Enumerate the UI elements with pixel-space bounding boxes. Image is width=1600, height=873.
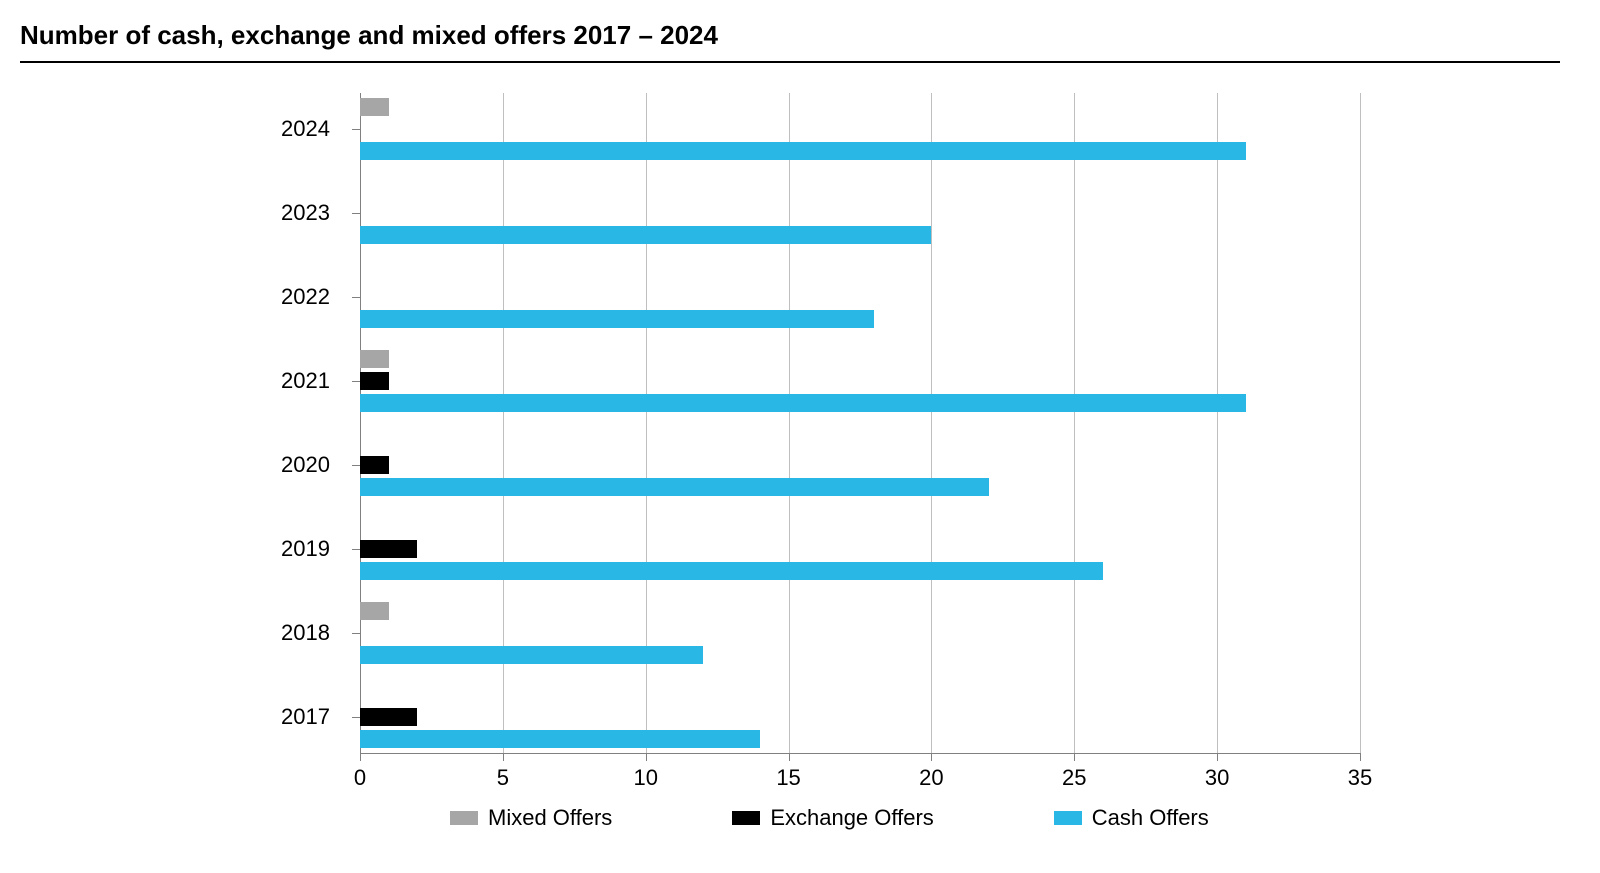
legend: Mixed Offers Exchange Offers Cash Offers [450, 805, 1209, 831]
y-category-label: 2021 [20, 368, 330, 394]
legend-label: Mixed Offers [488, 805, 612, 831]
bar-cash [360, 730, 760, 748]
legend-label: Exchange Offers [770, 805, 933, 831]
y-tick [352, 717, 360, 718]
x-tick-label: 30 [1205, 765, 1229, 791]
x-tick-label: 0 [354, 765, 366, 791]
chart-plot-area: 0 5 10 15 20 25 30 35 2024 2023 2022 2021 2020 2019 20… [20, 73, 1420, 873]
bar-exchange [360, 372, 389, 390]
x-tick [1360, 753, 1361, 761]
y-tick [352, 381, 360, 382]
x-tick [789, 753, 790, 761]
y-tick [352, 297, 360, 298]
y-category-label: 2017 [20, 704, 330, 730]
x-tick-label: 20 [919, 765, 943, 791]
y-tick [352, 129, 360, 130]
y-category-label: 2018 [20, 620, 330, 646]
y-category-label: 2023 [20, 200, 330, 226]
legend-item-exchange: Exchange Offers [732, 805, 933, 831]
bar-cash [360, 142, 1246, 160]
bar-exchange [360, 708, 417, 726]
y-category-label: 2020 [20, 452, 330, 478]
bar-exchange [360, 456, 389, 474]
bar-cash [360, 394, 1246, 412]
bar-cash [360, 310, 874, 328]
grid-line [1074, 93, 1075, 753]
y-tick [352, 549, 360, 550]
y-tick [352, 465, 360, 466]
legend-swatch [1054, 811, 1082, 825]
grid-line [931, 93, 932, 753]
x-tick-label: 35 [1348, 765, 1372, 791]
legend-item-mixed: Mixed Offers [450, 805, 612, 831]
bar-cash [360, 478, 989, 496]
legend-item-cash: Cash Offers [1054, 805, 1209, 831]
bar-mixed [360, 98, 389, 116]
bar-mixed [360, 602, 389, 620]
x-axis [360, 753, 1360, 754]
x-tick [931, 753, 932, 761]
y-category-label: 2022 [20, 284, 330, 310]
y-category-label: 2019 [20, 536, 330, 562]
x-tick-label: 15 [776, 765, 800, 791]
legend-swatch [732, 811, 760, 825]
y-tick [352, 633, 360, 634]
x-tick [1074, 753, 1075, 761]
bar-cash [360, 562, 1103, 580]
y-tick [352, 213, 360, 214]
x-tick-label: 5 [497, 765, 509, 791]
chart-title: Number of cash, exchange and mixed offer… [20, 20, 1560, 63]
bar-exchange [360, 540, 417, 558]
x-tick [503, 753, 504, 761]
bar-cash [360, 646, 703, 664]
y-category-label: 2024 [20, 116, 330, 142]
legend-swatch [450, 811, 478, 825]
grid-line [1360, 93, 1361, 753]
x-tick-label: 10 [633, 765, 657, 791]
grid-line [1217, 93, 1218, 753]
x-tick [360, 753, 361, 761]
bar-cash [360, 226, 931, 244]
x-tick [646, 753, 647, 761]
bar-mixed [360, 350, 389, 368]
x-tick-label: 25 [1062, 765, 1086, 791]
x-tick [1217, 753, 1218, 761]
legend-label: Cash Offers [1092, 805, 1209, 831]
grid-line [789, 93, 790, 753]
